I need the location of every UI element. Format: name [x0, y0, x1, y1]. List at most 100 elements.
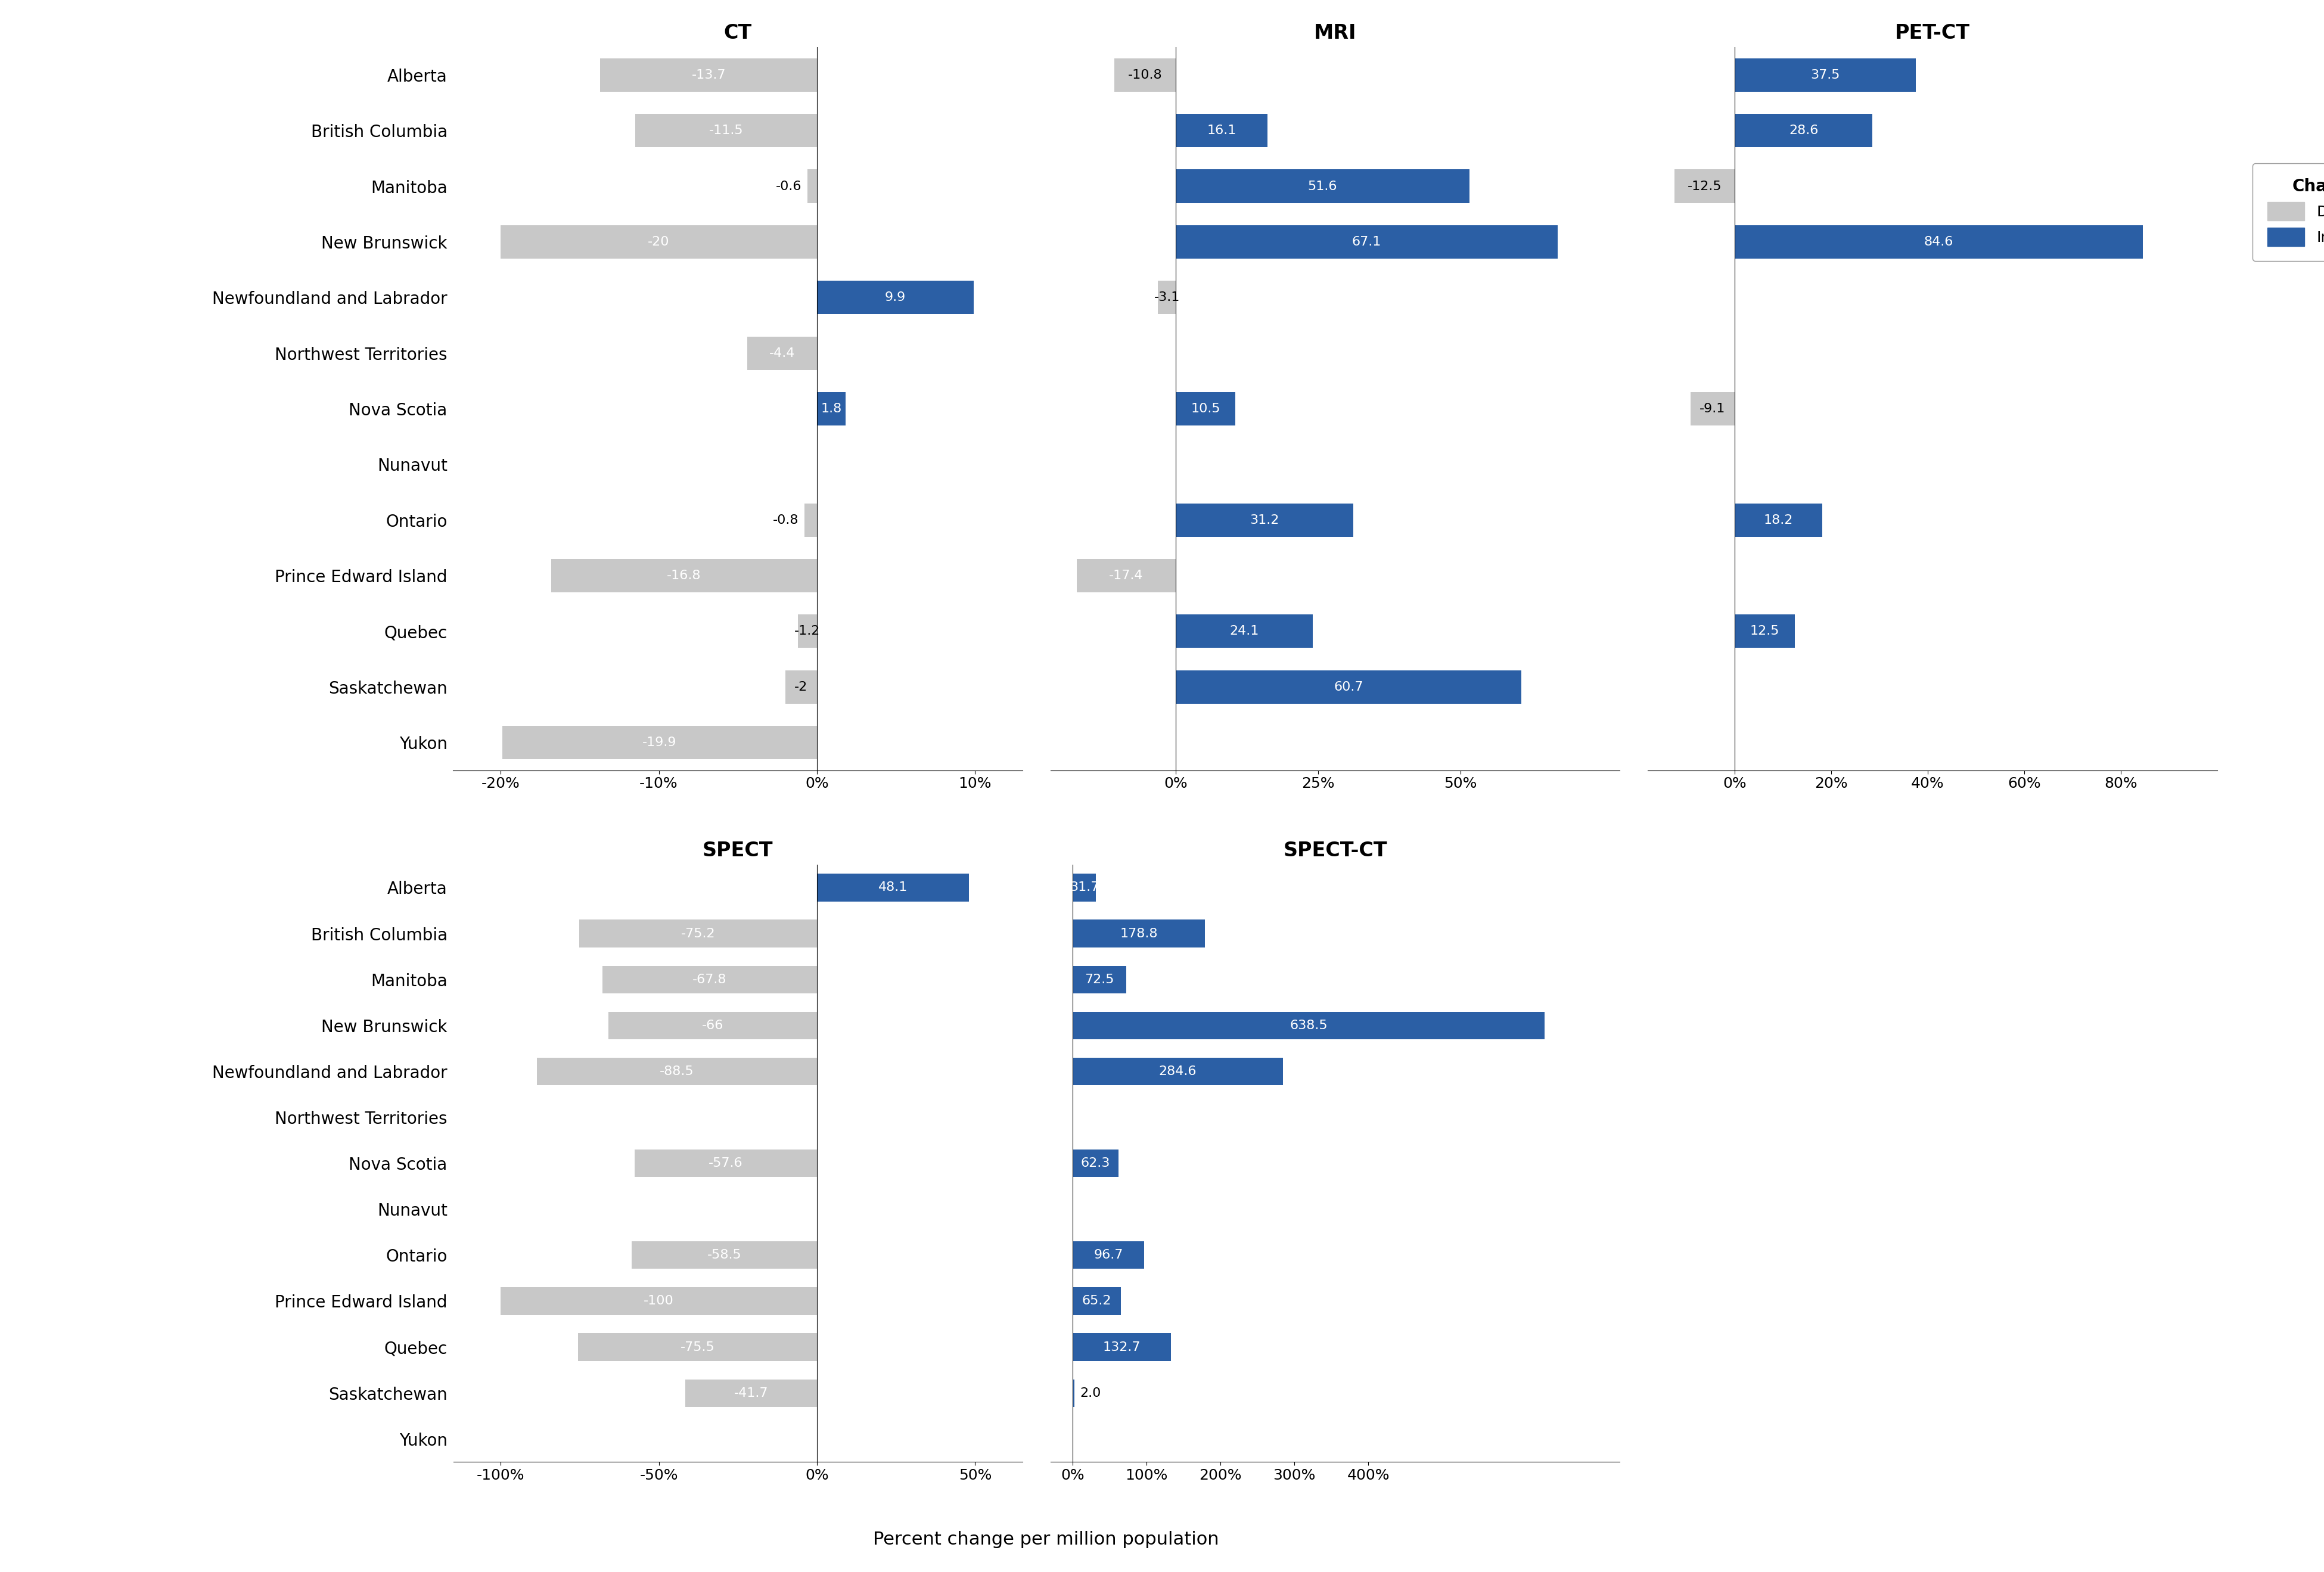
Bar: [1734, 225, 2143, 258]
Bar: [1074, 920, 1204, 948]
Title: SPECT-CT: SPECT-CT: [1283, 841, 1387, 860]
Text: 178.8: 178.8: [1120, 927, 1157, 940]
Bar: [1074, 1287, 1120, 1314]
Text: -75.2: -75.2: [681, 927, 716, 940]
Bar: [609, 1012, 818, 1039]
Text: 65.2: 65.2: [1083, 1295, 1111, 1306]
Text: -20: -20: [648, 236, 669, 248]
Bar: [500, 1287, 818, 1314]
Bar: [1074, 1149, 1118, 1177]
Text: 37.5: 37.5: [1810, 69, 1841, 80]
Text: 284.6: 284.6: [1160, 1066, 1197, 1077]
Bar: [1176, 670, 1522, 704]
Text: -0.6: -0.6: [776, 181, 802, 192]
Bar: [1690, 391, 1734, 426]
Text: -75.5: -75.5: [681, 1341, 716, 1353]
Bar: [634, 1149, 818, 1177]
Bar: [1076, 560, 1176, 593]
Text: 60.7: 60.7: [1334, 681, 1364, 693]
Text: -0.8: -0.8: [772, 514, 799, 527]
Text: 31.2: 31.2: [1250, 514, 1278, 527]
Text: -9.1: -9.1: [1699, 402, 1724, 415]
Text: 72.5: 72.5: [1085, 973, 1113, 986]
Bar: [634, 113, 818, 148]
Bar: [600, 58, 818, 91]
Text: -10.8: -10.8: [1127, 69, 1162, 80]
Text: -16.8: -16.8: [667, 569, 702, 582]
Bar: [1074, 1333, 1171, 1361]
Text: -67.8: -67.8: [693, 973, 727, 986]
Bar: [1176, 391, 1236, 426]
Title: SPECT: SPECT: [702, 841, 774, 860]
Text: -58.5: -58.5: [706, 1250, 741, 1261]
Legend: Decrease, Increase: Decrease, Increase: [2252, 163, 2324, 261]
Bar: [1074, 965, 1127, 994]
Bar: [797, 615, 818, 648]
Bar: [1074, 1242, 1143, 1269]
Text: -2: -2: [795, 681, 809, 693]
Bar: [818, 391, 846, 426]
Text: 96.7: 96.7: [1095, 1250, 1122, 1261]
Bar: [1074, 874, 1097, 901]
Bar: [818, 874, 969, 901]
Text: Percent change per million population: Percent change per million population: [874, 1531, 1218, 1548]
Bar: [1074, 1012, 1545, 1039]
Bar: [1113, 58, 1176, 91]
Bar: [579, 920, 818, 948]
Text: 9.9: 9.9: [885, 291, 906, 303]
Bar: [551, 560, 818, 593]
Text: 24.1: 24.1: [1229, 626, 1260, 637]
Text: -57.6: -57.6: [709, 1157, 744, 1170]
Bar: [579, 1333, 818, 1361]
Bar: [1734, 503, 1822, 536]
Text: -12.5: -12.5: [1687, 181, 1722, 192]
Text: 12.5: 12.5: [1750, 626, 1780, 637]
Text: -17.4: -17.4: [1109, 569, 1143, 582]
Text: 31.7: 31.7: [1069, 882, 1099, 893]
Text: 16.1: 16.1: [1206, 124, 1236, 137]
Bar: [1734, 615, 1794, 648]
Text: -1.2: -1.2: [795, 626, 820, 637]
Bar: [818, 281, 974, 314]
Text: -4.4: -4.4: [769, 347, 795, 358]
Text: 51.6: 51.6: [1308, 181, 1336, 192]
Bar: [537, 1058, 818, 1085]
Bar: [602, 965, 818, 994]
Text: 638.5: 638.5: [1290, 1020, 1327, 1031]
Title: CT: CT: [723, 24, 753, 42]
Text: 1.8: 1.8: [820, 402, 841, 415]
Bar: [632, 1242, 818, 1269]
Bar: [502, 726, 818, 759]
Text: -66: -66: [702, 1020, 723, 1031]
Bar: [686, 1379, 818, 1407]
Bar: [1176, 225, 1557, 258]
Bar: [1157, 281, 1176, 314]
Text: 18.2: 18.2: [1764, 514, 1794, 527]
Bar: [804, 503, 818, 536]
Text: 2.0: 2.0: [1081, 1387, 1102, 1399]
Bar: [500, 225, 818, 258]
Text: 67.1: 67.1: [1353, 236, 1380, 248]
Text: 28.6: 28.6: [1789, 124, 1817, 137]
Bar: [1176, 503, 1353, 536]
Bar: [1673, 170, 1734, 203]
Text: -88.5: -88.5: [660, 1066, 695, 1077]
Text: -13.7: -13.7: [693, 69, 725, 80]
Text: 84.6: 84.6: [1924, 236, 1954, 248]
Bar: [786, 670, 818, 704]
Title: PET-CT: PET-CT: [1894, 24, 1971, 42]
Bar: [1176, 615, 1313, 648]
Bar: [748, 336, 818, 369]
Text: 48.1: 48.1: [878, 882, 909, 893]
Bar: [1176, 170, 1469, 203]
Bar: [1734, 58, 1915, 91]
Text: -3.1: -3.1: [1155, 291, 1181, 303]
Bar: [806, 170, 818, 203]
Text: 62.3: 62.3: [1081, 1157, 1111, 1170]
Text: -19.9: -19.9: [641, 737, 676, 748]
Bar: [1734, 113, 1873, 148]
Text: -41.7: -41.7: [734, 1387, 769, 1399]
Title: MRI: MRI: [1313, 24, 1357, 42]
Bar: [1074, 1058, 1283, 1085]
Text: 10.5: 10.5: [1190, 402, 1220, 415]
